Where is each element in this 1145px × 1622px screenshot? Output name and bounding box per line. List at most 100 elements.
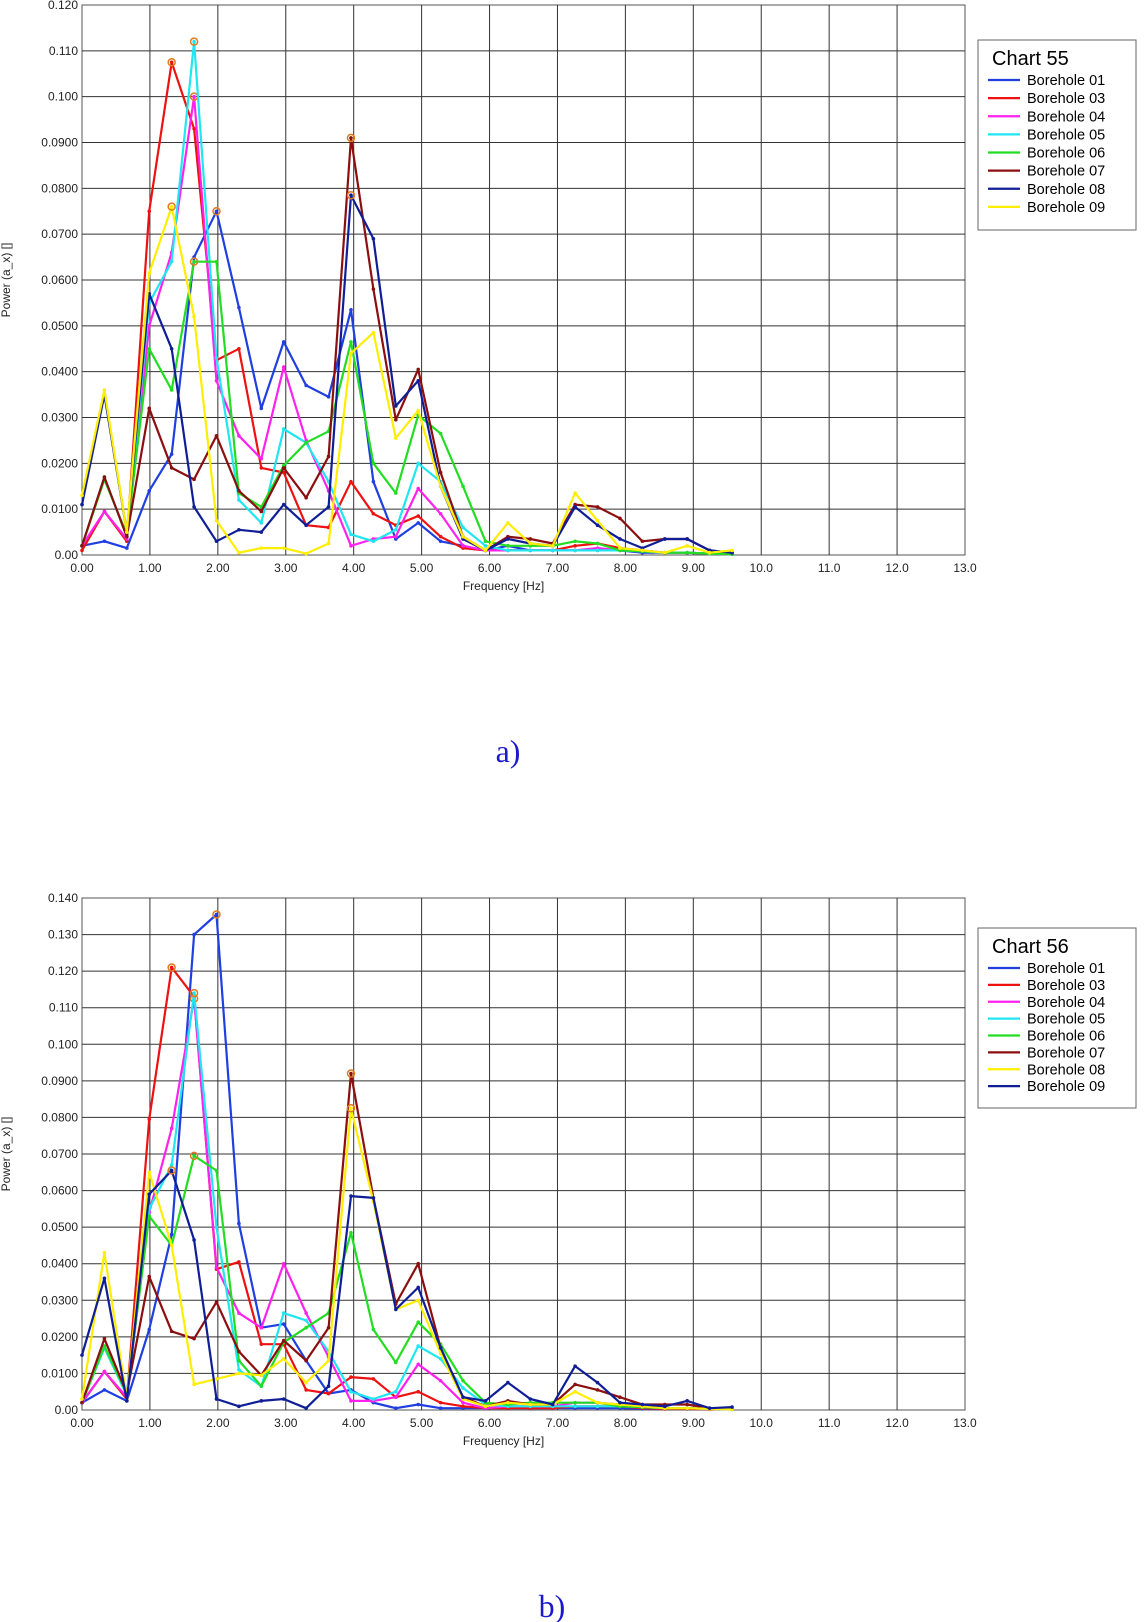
data-point (573, 1389, 577, 1394)
data-point (192, 126, 196, 131)
data-point (214, 518, 219, 523)
data-point (214, 434, 219, 438)
data-point (304, 1318, 308, 1323)
data-point (573, 1364, 577, 1368)
data-point (281, 427, 286, 431)
data-point (349, 1194, 353, 1198)
data-point (394, 527, 398, 532)
data-point (192, 39, 196, 44)
data-point (438, 1357, 443, 1361)
data-point (214, 912, 219, 917)
data-point (192, 932, 196, 937)
data-point (438, 1378, 443, 1383)
data-point (169, 1163, 174, 1167)
y-tick-label: 0.120 (48, 964, 78, 978)
data-point (506, 537, 510, 541)
data-point (237, 1349, 241, 1354)
data-point (259, 1373, 264, 1378)
data-point (304, 383, 308, 388)
data-point (102, 388, 107, 392)
data-point (685, 550, 689, 555)
y-tick-label: 0.0300 (41, 1293, 78, 1307)
y-tick-label: 0.0600 (41, 1184, 78, 1198)
series-line-8 (80, 1169, 733, 1410)
data-point (326, 1358, 331, 1363)
data-point (349, 1389, 353, 1394)
data-point (169, 1126, 174, 1131)
data-point (618, 546, 622, 550)
data-point (416, 1344, 421, 1348)
data-point (416, 521, 421, 525)
y-tick-label: 0.0800 (41, 181, 78, 195)
data-point (80, 1353, 84, 1357)
x-tick-label: 6.00 (478, 561, 502, 575)
data-point (438, 511, 443, 516)
data-point (102, 1369, 107, 1374)
data-point (80, 502, 84, 507)
data-point (147, 406, 152, 411)
data-point (237, 346, 241, 351)
data-point (192, 1238, 196, 1242)
data-point (125, 534, 129, 539)
data-point (304, 1388, 308, 1392)
x-axis-label: Frequency [Hz] (463, 1434, 544, 1448)
caption-b: b) (539, 1588, 566, 1622)
data-point (595, 548, 600, 553)
x-tick-label: 13.0 (953, 1416, 977, 1430)
peak-marker (167, 202, 176, 211)
y-tick-label: 0.130 (48, 928, 78, 942)
data-point (595, 541, 600, 546)
data-point (169, 1232, 174, 1237)
data-point (169, 452, 174, 456)
data-point (349, 1399, 353, 1403)
peak-marker (189, 257, 199, 266)
data-point (214, 1300, 219, 1304)
data-point (662, 550, 667, 555)
data-point (304, 440, 308, 445)
data-point (394, 1360, 398, 1365)
data-point (528, 1402, 533, 1407)
data-point (214, 356, 219, 360)
data-point (349, 307, 353, 312)
data-point (618, 1400, 622, 1405)
legend-entry: Borehole 01 (1027, 961, 1105, 977)
y-tick-label: 0.0700 (41, 1147, 78, 1161)
legend-entry: Borehole 04 (1027, 109, 1105, 125)
legend-title: Chart 55 (992, 48, 1069, 70)
x-tick-label: 4.00 (342, 1416, 366, 1430)
series-line-7 (80, 194, 733, 554)
data-point (349, 544, 353, 548)
data-point (483, 544, 488, 548)
data-point (192, 991, 196, 995)
data-point (326, 1391, 331, 1396)
data-point (618, 516, 622, 521)
data-point (102, 1250, 107, 1255)
data-point (528, 537, 533, 541)
data-point (281, 1357, 286, 1361)
data-point (80, 548, 84, 553)
data-point (595, 1400, 600, 1405)
x-tick-label: 10.0 (750, 1416, 774, 1430)
legend-entry: Borehole 06 (1027, 146, 1105, 162)
data-point (438, 534, 443, 539)
y-tick-label: 0.0300 (41, 411, 78, 425)
data-point (662, 1404, 667, 1409)
legend-title: Chart 56 (992, 936, 1069, 958)
data-point (438, 470, 443, 475)
data-point (259, 546, 264, 550)
data-point (371, 479, 376, 484)
data-point (304, 1325, 308, 1330)
data-point (214, 1377, 219, 1381)
data-point (237, 498, 241, 502)
data-point (214, 1168, 219, 1173)
peak-marker (346, 1104, 356, 1113)
data-point (237, 1404, 241, 1409)
y-tick-label: 0.0100 (41, 1366, 78, 1380)
peak-marker (212, 207, 221, 216)
peak-marker (189, 37, 199, 46)
data-point (394, 534, 398, 539)
y-axis-label: Power (a_x) [] (0, 1117, 13, 1192)
peak-marker (346, 1069, 356, 1078)
data-point (304, 1311, 308, 1315)
